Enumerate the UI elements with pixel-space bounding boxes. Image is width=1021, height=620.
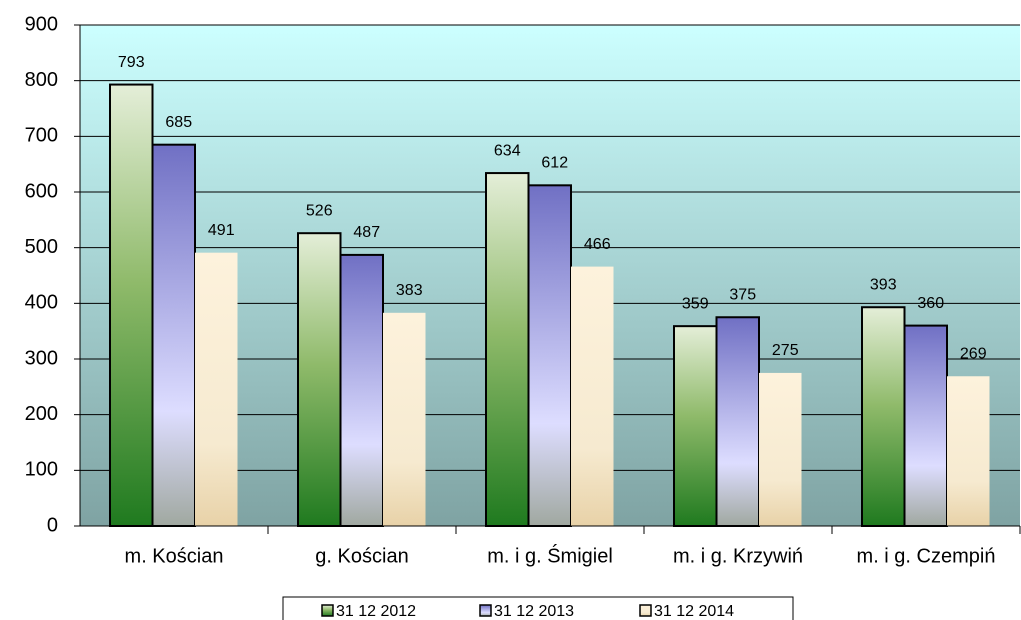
data-label: 634 (494, 142, 521, 159)
bar (383, 312, 426, 526)
legend-swatch (639, 604, 652, 617)
data-label: 360 (917, 295, 944, 312)
legend-swatch (321, 604, 334, 617)
x-tick-label: g. Kościan (315, 545, 408, 567)
bar (339, 253, 384, 528)
bar (527, 184, 572, 527)
bar (571, 266, 614, 526)
bar (903, 324, 948, 527)
bar (485, 172, 530, 527)
bars: 793 685 491 526 487 383 634 612 466 359 375 275 393 3… (109, 54, 990, 528)
y-tick-label: 800 (25, 69, 58, 91)
legend-entries: 31 12 2012 31 12 2013 31 12 2014 (321, 603, 734, 620)
legend-label: 31 12 2013 (494, 603, 574, 620)
y-tick-label: 400 (25, 292, 58, 314)
y-tick-label: 700 (25, 125, 58, 147)
bar (861, 306, 906, 528)
data-label: 269 (960, 345, 987, 362)
data-label: 466 (584, 236, 611, 253)
bar (947, 376, 990, 526)
x-tick-label: m. i g. Krzywiń (673, 545, 803, 567)
bar (109, 83, 154, 528)
bar (151, 143, 196, 528)
legend (282, 596, 794, 620)
x-tick-label: m. i g. Śmigiel (487, 543, 613, 567)
y-tick-label: 900 (25, 13, 58, 35)
y-tick-label: 600 (25, 180, 58, 202)
legend-label: 31 12 2012 (336, 603, 416, 620)
bar (715, 316, 760, 527)
y-tick-label: 300 (25, 347, 58, 369)
data-label: 275 (772, 342, 799, 359)
bar (195, 252, 238, 526)
bar (673, 325, 718, 528)
data-label: 685 (165, 114, 192, 131)
data-label: 793 (118, 54, 145, 71)
bar (759, 372, 802, 526)
data-label: 491 (208, 222, 235, 239)
y-tick-label: 100 (25, 459, 58, 481)
data-label: 383 (396, 282, 423, 299)
data-label: 359 (682, 295, 709, 312)
legend-label: 31 12 2014 (654, 603, 734, 620)
x-tick-label: m. Kościan (125, 545, 224, 567)
data-label: 612 (541, 155, 568, 172)
y-tick-label: 0 (47, 514, 58, 536)
data-label: 526 (306, 202, 333, 219)
data-label: 375 (729, 286, 756, 303)
data-label: 393 (870, 276, 897, 293)
bar (297, 232, 342, 527)
y-tick-label: 200 (25, 403, 58, 425)
legend-swatch (479, 604, 492, 617)
x-tick-label: m. i g. Czempiń (857, 545, 996, 567)
y-tick-label: 500 (25, 236, 58, 258)
data-label: 487 (353, 224, 380, 241)
